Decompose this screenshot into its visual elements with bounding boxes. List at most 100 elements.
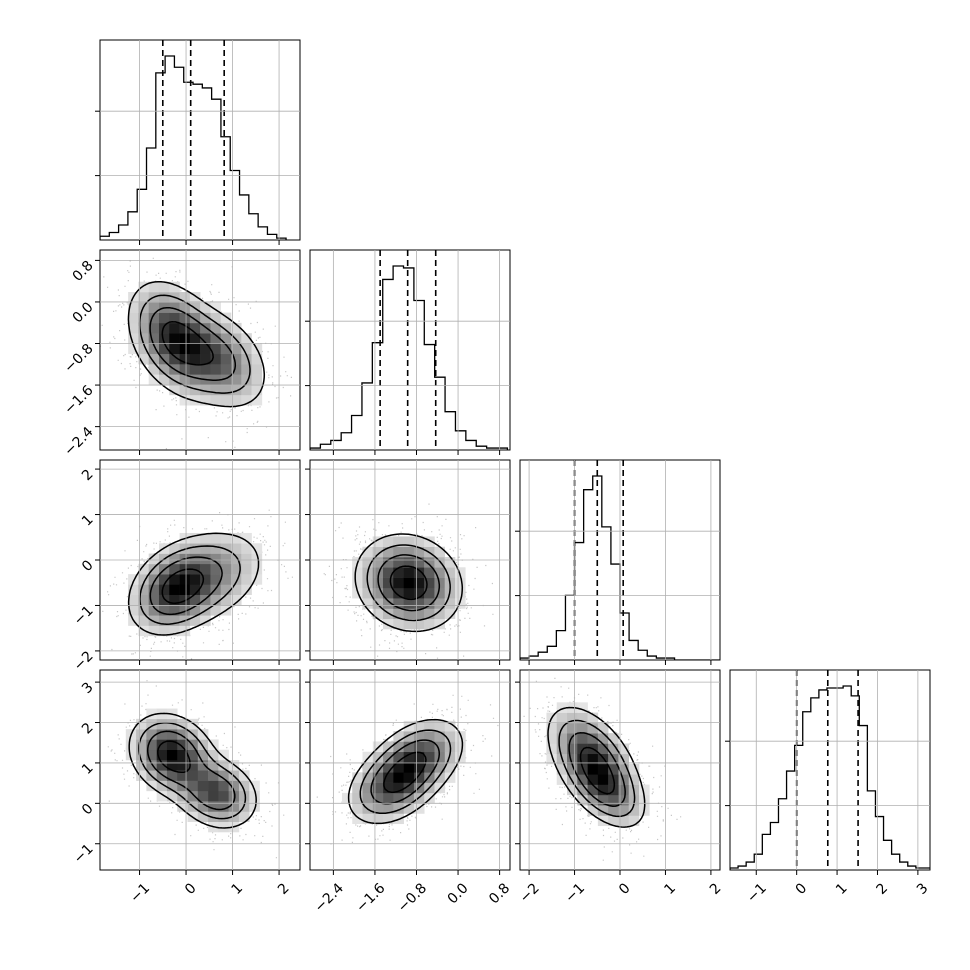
density-cell	[382, 598, 394, 609]
density-cell	[230, 563, 242, 575]
density-cell	[241, 553, 252, 565]
density-cell	[577, 794, 588, 806]
density-cell	[362, 813, 374, 825]
density-cell	[413, 598, 425, 609]
x-tick-label: 0.8	[486, 880, 513, 907]
density-cell	[577, 753, 588, 765]
density-cell	[628, 774, 640, 785]
grid-0-0	[100, 40, 300, 240]
density-cell	[228, 801, 240, 812]
density-cell	[567, 764, 578, 775]
density-cell	[179, 312, 191, 324]
density-cell	[241, 543, 252, 554]
density-cell	[372, 608, 384, 620]
density-cell	[597, 743, 609, 755]
density-cell	[208, 759, 219, 771]
density-cell	[424, 731, 435, 742]
density-cell	[628, 805, 640, 816]
density-cell	[444, 731, 456, 742]
axes-ticks-2-1	[305, 468, 501, 665]
density-cell	[156, 718, 168, 730]
density-cell	[382, 536, 394, 548]
density-cell	[546, 753, 558, 765]
density-cell	[179, 384, 191, 396]
density-cell	[249, 780, 260, 792]
density-cell	[179, 394, 191, 406]
density-cell	[372, 567, 384, 578]
density-cell	[200, 532, 211, 544]
density-cell	[220, 584, 232, 595]
pair-panel-2-0	[99, 459, 301, 661]
density-cell	[393, 772, 404, 783]
density-cell	[169, 553, 180, 565]
density-cell	[187, 749, 199, 761]
density-cell	[577, 722, 588, 734]
density-cell	[138, 292, 150, 303]
density-cell	[587, 712, 599, 724]
contour-line	[366, 544, 451, 622]
density-cell	[413, 587, 425, 599]
density-cell	[393, 762, 404, 773]
density-cell	[352, 813, 363, 825]
density-cell	[383, 792, 394, 804]
contour-line	[146, 730, 236, 811]
grid-1-0	[100, 250, 300, 450]
density-cell	[372, 803, 384, 814]
density-cell	[138, 281, 150, 293]
density-cell	[383, 772, 394, 783]
y-tick-label: 3	[79, 679, 97, 697]
density-cell	[413, 618, 425, 630]
density-cell	[220, 574, 232, 585]
density-cell	[618, 753, 630, 765]
grid-3-0	[100, 670, 300, 870]
density-cell	[577, 743, 588, 755]
density-cell	[383, 813, 394, 825]
density-cell	[146, 708, 157, 720]
density-cell	[148, 563, 160, 575]
density-cell	[618, 784, 630, 796]
density-cell	[210, 384, 222, 396]
density-cell	[608, 764, 619, 775]
grid-3-2	[520, 670, 720, 870]
density-cell	[128, 574, 139, 585]
density-cell	[210, 532, 222, 544]
density-cell	[383, 782, 394, 794]
density-cell	[138, 584, 150, 595]
density-cell	[597, 805, 609, 816]
density-cell	[393, 782, 404, 794]
density-cell	[424, 772, 435, 783]
density-cell	[444, 557, 456, 568]
density-cell	[403, 587, 415, 599]
contour-line	[139, 545, 241, 625]
density-cell	[200, 563, 211, 575]
density-cell	[148, 281, 160, 293]
density-cell	[556, 733, 568, 744]
density-cell	[567, 712, 578, 724]
y-tick-label: 2	[79, 466, 97, 484]
density-cell	[403, 792, 415, 804]
density-cell	[413, 557, 425, 568]
histogram-step-3	[730, 685, 930, 870]
density-cell	[403, 536, 415, 548]
density-cell	[138, 312, 150, 324]
density-cell	[444, 608, 456, 620]
contour-line	[383, 751, 427, 793]
density-cell	[352, 792, 363, 804]
density-cell	[148, 615, 160, 626]
density-cell	[158, 374, 170, 385]
density-cell	[158, 604, 170, 616]
density-cell	[393, 751, 404, 763]
density-cell	[454, 567, 466, 578]
density-cell	[362, 598, 374, 609]
density-cell	[138, 594, 150, 606]
density-cell	[200, 333, 211, 344]
density-cell	[230, 364, 242, 375]
contour-line	[138, 722, 247, 820]
grid-3-3	[730, 670, 930, 870]
density-cell	[166, 780, 178, 792]
density-cell	[403, 608, 415, 620]
density-cell	[148, 333, 160, 344]
density-cell	[567, 722, 578, 734]
density-cell	[200, 312, 211, 324]
